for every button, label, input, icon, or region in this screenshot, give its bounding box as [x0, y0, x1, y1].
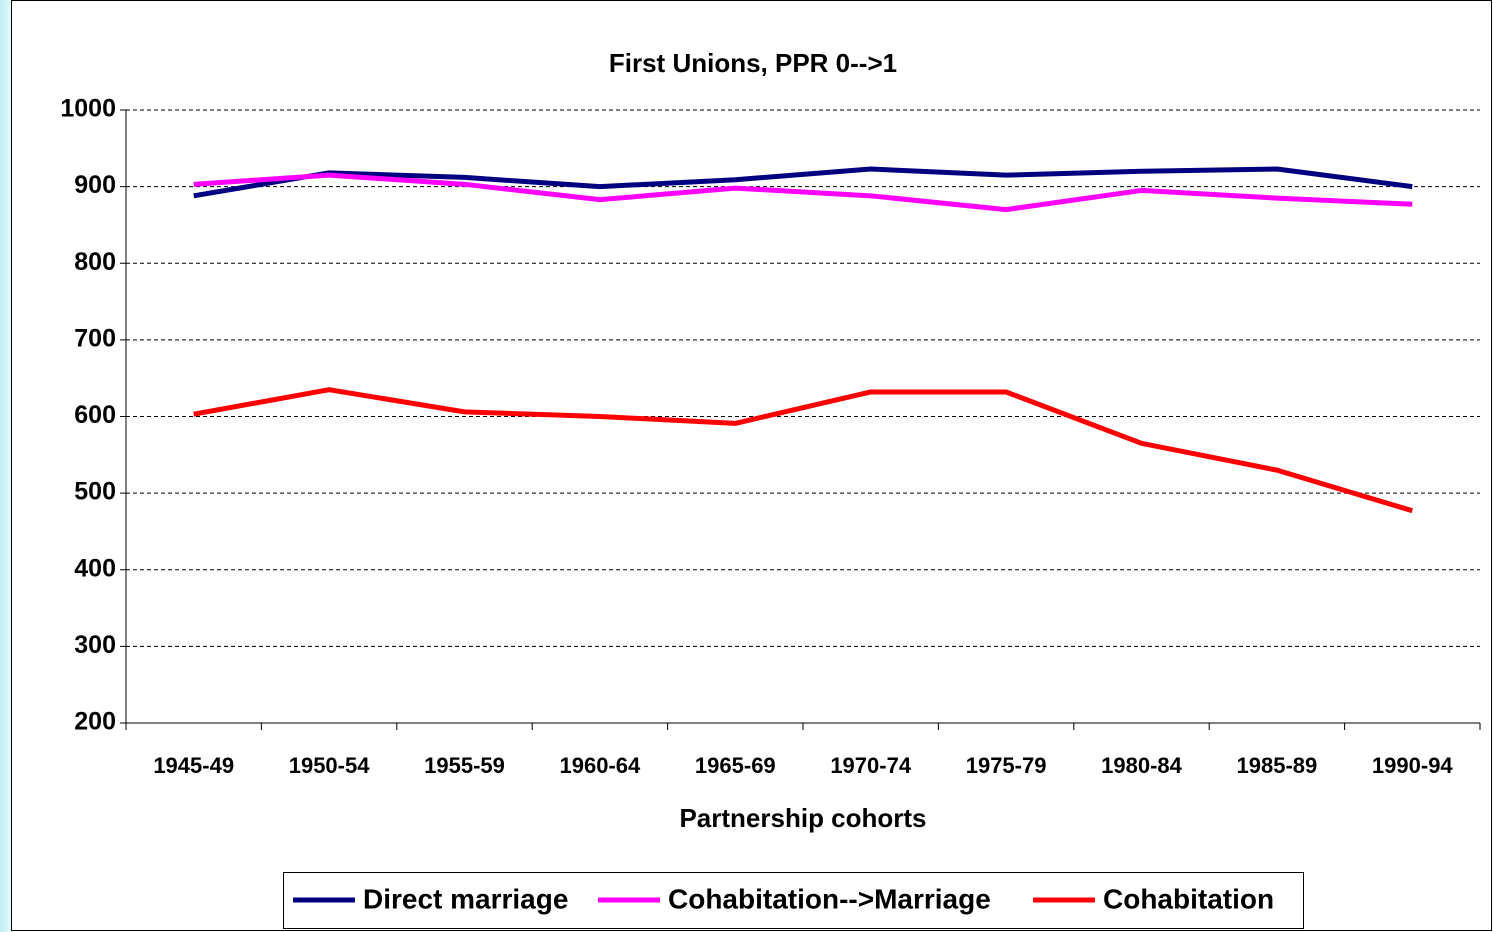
x-axis-label: Partnership cohorts [679, 803, 926, 833]
x-tick-label: 1980-84 [1101, 753, 1183, 778]
x-tick-label: 1965-69 [695, 753, 776, 778]
x-tick-label: 1960-64 [560, 753, 642, 778]
legend-box [283, 872, 1304, 929]
series-line [193, 387, 1414, 514]
legend-label: Direct marriage [363, 883, 568, 914]
series-line [193, 172, 1413, 213]
y-tick-label: 600 [74, 401, 116, 429]
x-tick-label: 1990-94 [1372, 753, 1454, 778]
y-tick-label: 1000 [60, 95, 116, 123]
chart-title: First Unions, PPR 0-->1 [609, 48, 897, 78]
y-tick-label: 400 [74, 554, 116, 582]
y-tick-label: 800 [74, 248, 116, 276]
y-tick-label: 200 [74, 708, 116, 736]
y-tick-label: 500 [74, 478, 116, 506]
y-tick-label: 300 [74, 631, 116, 659]
chart-frame [11, 0, 1492, 931]
y-tick-label: 700 [74, 324, 116, 352]
y-tick-label: 900 [74, 171, 116, 199]
series-line [193, 166, 1413, 199]
background-edge [0, 0, 12, 932]
x-tick-label: 1985-89 [1237, 753, 1318, 778]
x-tick-label: 1970-74 [830, 753, 912, 778]
x-tick-label: 1950-54 [289, 753, 371, 778]
legend-label: Cohabitation-->Marriage [668, 883, 991, 914]
x-tick-label: 1955-59 [424, 753, 505, 778]
legend-label: Cohabitation [1103, 883, 1274, 914]
x-tick-label: 1975-79 [966, 753, 1047, 778]
x-tick-label: 1945-49 [153, 753, 234, 778]
